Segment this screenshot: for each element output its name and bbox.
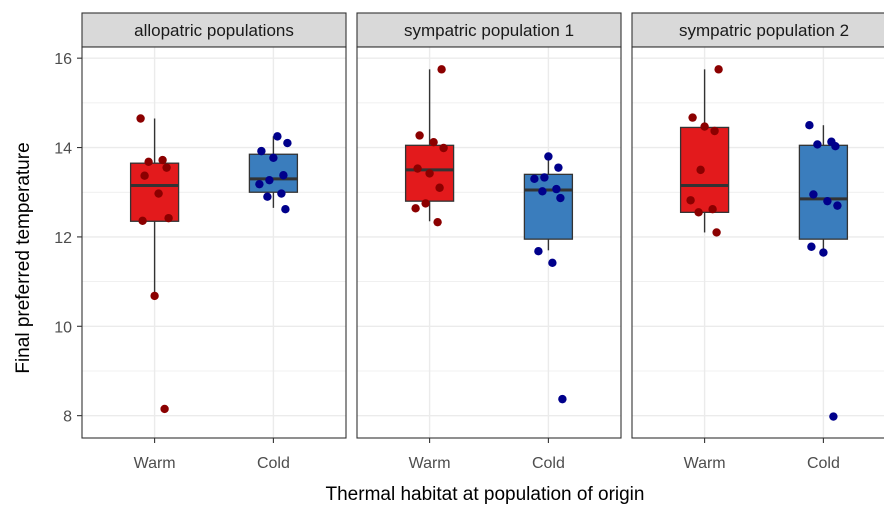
data-point [710,126,719,136]
panel-border [81,46,347,439]
data-point [277,189,286,198]
data-point [150,291,159,301]
data-point [558,394,567,404]
y-tick-label: 14 [54,141,72,158]
data-point [429,137,438,147]
data-point [415,131,424,140]
data-point [807,242,816,251]
data-point [540,173,549,182]
boxplot-warm [404,65,455,227]
boxplot-cold [248,132,299,214]
data-point [819,248,828,257]
box [129,162,180,222]
y-axis-title: Final preferred temperature [13,142,34,373]
data-point [554,163,563,172]
data-point [544,152,553,161]
facet-panel: sympatric population 1 Warm Cold [356,12,622,472]
x-axis-title: Thermal habitat at population of origin [326,484,645,505]
facet-strip-label: allopatric populations [134,21,294,40]
panel-background [82,47,346,438]
box [404,144,455,202]
data-point [833,201,842,210]
data-point [714,65,723,74]
data-point [829,412,838,421]
facet-strip-label: sympatric population 2 [679,21,849,40]
facet-panel: sympatric population 2 Warm Cold [631,12,884,472]
data-point [686,196,695,205]
data-point [534,247,543,256]
boxplot-warm [129,114,180,414]
panel-background [357,47,621,438]
data-point [140,171,149,180]
y-tick-label: 16 [54,51,72,68]
data-point [712,228,721,237]
data-point [160,404,169,414]
data-point [823,196,832,206]
facet-strip [81,12,347,48]
y-tick-label: 12 [54,230,72,247]
x-tick-label: Cold [807,455,840,472]
data-point [421,199,430,208]
data-point [700,122,709,131]
data-point [805,121,814,130]
data-point [263,192,272,201]
data-point [144,157,153,167]
data-point [138,216,147,226]
data-point [530,174,539,184]
data-point [265,175,274,185]
box [523,173,574,240]
data-point [269,153,278,163]
data-point [425,169,434,178]
x-tick-label: Cold [257,455,290,472]
boxplot-cold [798,121,849,421]
panel-border [631,46,884,439]
data-point [136,114,145,123]
x-tick-label: Warm [684,455,726,472]
facet-strip-label: sympatric population 1 [404,21,574,40]
x-tick-label: Warm [409,455,451,472]
facet-panel: allopatric populations Warm Cold [81,12,347,472]
facet-strip [356,12,622,48]
data-point [437,65,446,74]
data-point [257,146,266,156]
y-tick-label: 10 [54,319,72,336]
data-point [411,204,420,213]
data-point [158,155,167,165]
facet-strip [631,12,884,48]
data-point [154,189,163,198]
data-point [413,164,422,173]
data-point [164,213,173,223]
panel-background [632,47,884,438]
data-point [694,208,703,217]
data-point [435,183,444,192]
data-point [281,205,290,214]
data-point [433,217,442,227]
data-point [255,179,264,189]
panel-border [356,46,622,439]
y-axis: 8 10 12 14 16 [54,51,82,426]
x-tick-label: Warm [134,455,176,472]
data-point [439,143,448,153]
data-point [162,163,171,172]
boxplot-cold [523,152,574,404]
y-tick-label: 8 [63,409,72,426]
x-tick-label: Cold [532,455,565,472]
data-point [273,132,282,141]
data-point [696,165,705,175]
data-point [813,140,822,149]
data-point [688,113,697,122]
data-point [279,171,288,180]
data-point [708,205,717,214]
data-point [809,190,818,199]
data-point [831,142,840,151]
box [798,144,849,240]
data-point [538,187,547,196]
boxplot-warm [679,65,730,237]
data-point [283,138,292,148]
data-point [556,193,565,203]
data-point [548,258,557,268]
data-point [552,184,561,194]
